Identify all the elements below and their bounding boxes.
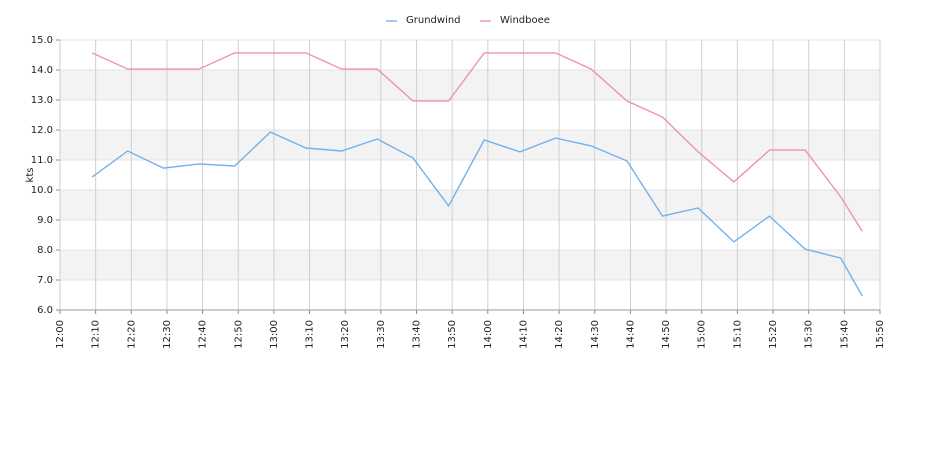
x-tick-label: 13:20 (340, 320, 351, 349)
y-tick-label: 6.0 (37, 305, 53, 316)
x-tick-label: 14:20 (554, 320, 565, 349)
x-tick-label: 12:40 (198, 320, 209, 349)
series-line (91, 131, 863, 297)
y-tick-label: 15.0 (31, 35, 53, 46)
grid-band (60, 250, 880, 280)
y-tick-label: 13.0 (31, 95, 53, 106)
y-tick-label: 14.0 (31, 65, 53, 76)
x-tick-label: 15:10 (732, 320, 743, 349)
x-tick-label: 14:00 (483, 320, 494, 349)
y-tick-label: 8.0 (37, 245, 53, 256)
legend-label: Windboee (500, 15, 550, 26)
x-tick-label: 12:10 (91, 320, 102, 349)
y-tick-label: 7.0 (37, 275, 53, 286)
x-tick-label: 13:40 (412, 320, 423, 349)
y-tick-label: 11.0 (31, 155, 53, 166)
x-tick-label: 15:30 (804, 320, 815, 349)
x-tick-label: 13:00 (269, 320, 280, 349)
x-tick-label: 15:00 (697, 320, 708, 349)
y-tick-label: 10.0 (31, 185, 53, 196)
x-tick-label: 14:30 (590, 320, 601, 349)
x-tick-label: 13:10 (305, 320, 316, 349)
grid-band (60, 190, 880, 220)
bands (60, 70, 880, 280)
x-tick-label: 14:40 (625, 320, 636, 349)
x-tick-label: 14:50 (661, 320, 672, 349)
grid-band (60, 70, 880, 100)
x-tick-label: 15:50 (875, 320, 886, 349)
x-tick-label: 13:50 (447, 320, 458, 349)
x-tick-label: 15:40 (839, 320, 850, 349)
x-tick-label: 15:20 (768, 320, 779, 349)
series-line (91, 52, 863, 232)
x-tick-label: 12:00 (55, 320, 66, 349)
x-tick-label: 14:10 (518, 320, 529, 349)
y-axis-label: kts (25, 168, 36, 183)
x-tick-label: 13:30 (376, 320, 387, 349)
x-tick-label: 12:20 (126, 320, 137, 349)
y-tick-label: 9.0 (37, 215, 53, 226)
x-tick-label: 12:50 (233, 320, 244, 349)
legend-label: Grundwind (406, 15, 461, 26)
grid-band (60, 130, 880, 160)
x-tick-label: 12:30 (162, 320, 173, 349)
y-tick-label: 12.0 (31, 125, 53, 136)
